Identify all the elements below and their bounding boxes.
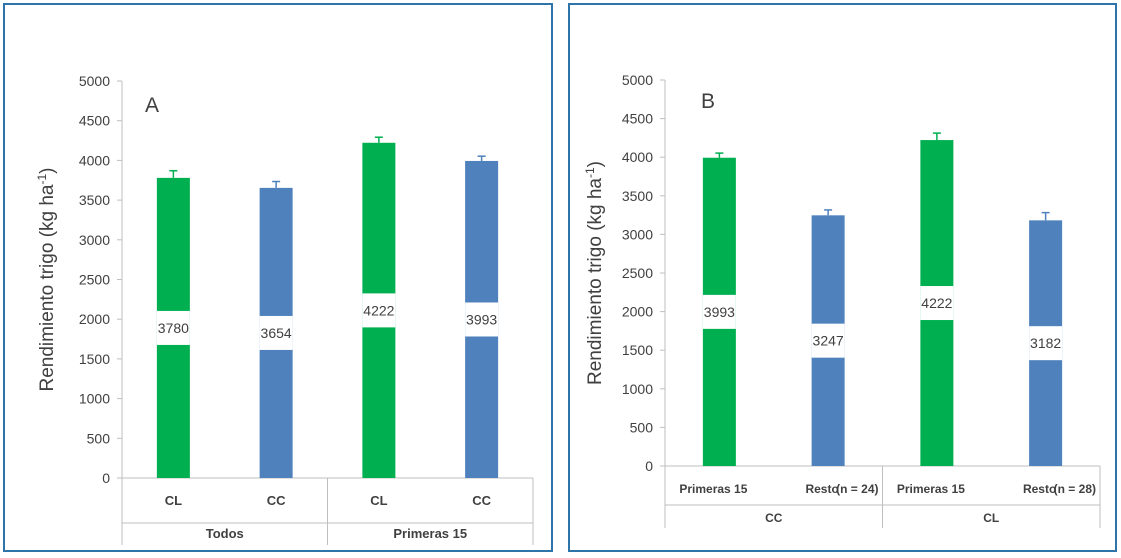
chart-a-group-label: Todos bbox=[206, 526, 244, 541]
chart-b-category-label: Primeras 15 bbox=[679, 482, 747, 496]
chart-b-y-tick-label: 500 bbox=[630, 419, 654, 435]
chart-a-y-tick-label: 4500 bbox=[79, 113, 110, 129]
chart-a-data-label: 4222 bbox=[363, 302, 394, 318]
chart-a-data-label-bg bbox=[156, 310, 190, 345]
chart-a-data-label: 3654 bbox=[261, 325, 292, 341]
chart-a-data-label-bg bbox=[259, 315, 293, 350]
chart-a-y-tick-label: 2500 bbox=[79, 272, 110, 288]
chart-a-panel-label: A bbox=[145, 94, 159, 117]
chart-b-data-label: 3993 bbox=[704, 304, 735, 320]
chart-panel-b: 0 500 1000 1500 2000 2500 3000 3500 4000 4500 5000… bbox=[568, 3, 1117, 552]
chart-b-y-tick-label: 4500 bbox=[622, 111, 653, 127]
chart-b-y-axis-title: Rendimiento trigo (kg ha-1) bbox=[583, 161, 606, 385]
chart-a-y-tick-label: 2000 bbox=[79, 311, 110, 327]
chart-a-data-label: 3993 bbox=[466, 311, 497, 327]
chart-b-panel-label: B bbox=[701, 90, 715, 113]
chart-a-y-tick-label: 1000 bbox=[79, 391, 110, 407]
chart-a-y-axis-title: Rendimiento trigo (kg ha-1) bbox=[35, 168, 58, 392]
chart-a-data-label-bg bbox=[465, 302, 499, 337]
chart-b-category-label: Resto bbox=[805, 482, 838, 496]
chart-b-y-tick-label: 3500 bbox=[622, 188, 653, 204]
chart-b-n-label: (n = 28) bbox=[1054, 482, 1096, 496]
chart-b-y-tick-label: 5000 bbox=[622, 72, 653, 88]
chart-a-category-label: CC bbox=[472, 493, 491, 508]
chart-b-category-label: Resto bbox=[1023, 482, 1056, 496]
chart-b-data-label: 3182 bbox=[1030, 335, 1061, 351]
chart-b-y-tick-label: 1000 bbox=[622, 381, 653, 397]
chart-b-y-tick-label: 2500 bbox=[622, 265, 653, 281]
chart-b-y-tick-label: 4000 bbox=[622, 149, 653, 165]
chart-a-y-tick-label: 4000 bbox=[79, 152, 110, 168]
chart-a-category-label: CL bbox=[370, 493, 387, 508]
chart-b-data-label-bg bbox=[1029, 326, 1063, 361]
chart-panel-a: 0 500 1000 1500 2000 2500 3000 3500 4000 4500 5000… bbox=[3, 3, 553, 552]
chart-a-y-tick-label: 0 bbox=[102, 470, 110, 486]
chart-a-svg: 0 500 1000 1500 2000 2500 3000 3500 4000 4500 5000… bbox=[35, 73, 534, 545]
chart-a-category-label: CC bbox=[267, 493, 286, 508]
chart-b-data-label: 4222 bbox=[921, 295, 952, 311]
chart-a-data-label-bg bbox=[362, 293, 396, 328]
chart-b-y-tick-label: 3000 bbox=[622, 226, 653, 242]
chart-b-y-tick-label: 1500 bbox=[622, 342, 653, 358]
chart-b-y-tick-label: 0 bbox=[645, 458, 653, 474]
chart-a-y-tick-label: 500 bbox=[87, 430, 111, 446]
chart-b-category-label: Primeras 15 bbox=[897, 482, 965, 496]
chart-a-y-tick-label: 1500 bbox=[79, 351, 110, 367]
chart-a-y-tick-label: 3500 bbox=[79, 192, 110, 208]
chart-a-y-tick-label: 3000 bbox=[79, 232, 110, 248]
chart-b-svg: 0 500 1000 1500 2000 2500 3000 3500 4000 4500 5000… bbox=[583, 72, 1101, 528]
chart-a-category-label: CL bbox=[165, 493, 182, 508]
chart-a-data-label: 3780 bbox=[158, 320, 189, 336]
chart-a-group-label: Primeras 15 bbox=[393, 526, 467, 541]
chart-b-data-label-bg bbox=[811, 323, 845, 358]
chart-b-data-label-bg bbox=[702, 294, 736, 329]
chart-b-group-label: CL bbox=[983, 511, 999, 525]
chart-b-data-label-bg bbox=[920, 286, 954, 321]
chart-a-y-tick-label: 5000 bbox=[79, 73, 110, 89]
chart-b-n-label: (n = 24) bbox=[836, 482, 878, 496]
chart-b-group-label: CC bbox=[765, 511, 783, 525]
chart-b-data-label: 3247 bbox=[813, 333, 844, 349]
chart-b-y-tick-label: 2000 bbox=[622, 304, 653, 320]
